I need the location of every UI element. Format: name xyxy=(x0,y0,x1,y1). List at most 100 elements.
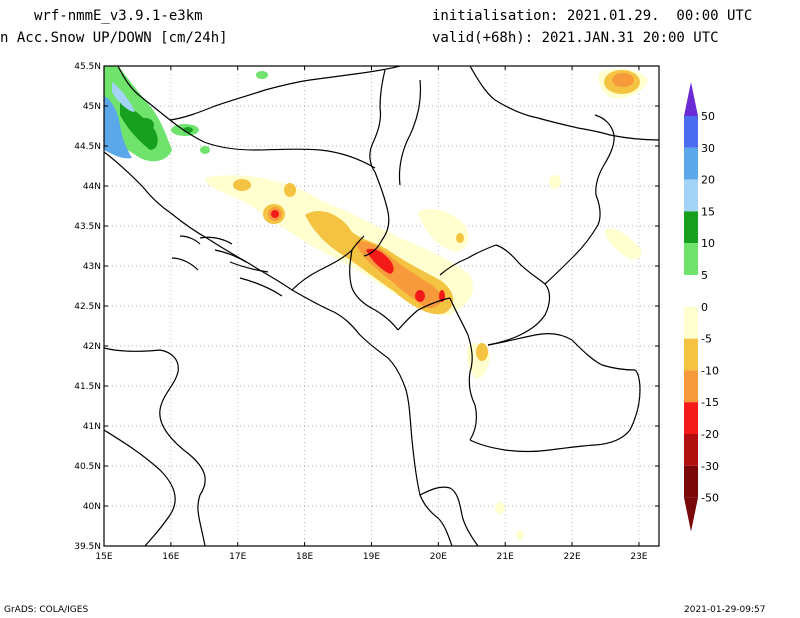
colorbar-segment xyxy=(684,465,698,498)
coastlines-and-borders xyxy=(104,66,659,546)
lat-tick-label: 40.5N xyxy=(74,462,101,472)
snow-band-moderate xyxy=(476,343,488,361)
colorbar-label: 5 xyxy=(701,269,708,282)
colorbar-top-arrow xyxy=(684,82,698,116)
lat-tick-label: 39.5N xyxy=(74,542,101,552)
valid-time: valid(+68h): 2021.JAN.31 20:00 UTC xyxy=(432,30,719,46)
italy-coast xyxy=(104,347,206,546)
lat-tick-label: 45.5N xyxy=(74,62,101,72)
lon-tick-label: 16E xyxy=(162,552,179,562)
colorbar-segment xyxy=(684,116,698,148)
lon-tick-label: 17E xyxy=(229,552,246,562)
lat-tick-label: 41.5N xyxy=(74,382,101,392)
border-slovenia-croatia xyxy=(117,66,171,121)
snow-field-increase xyxy=(104,66,268,162)
border-croatia-hungary xyxy=(169,66,401,121)
colorbar-label: -20 xyxy=(701,428,719,441)
lat-tick-label: 43.5N xyxy=(74,222,101,232)
border-bosnia-south xyxy=(291,235,365,291)
longitude-ticks: 15E 16E 17E 18E 19E 20E 21E 22E 23E xyxy=(95,66,648,562)
colorbar-segment xyxy=(684,338,698,371)
snow-band-light xyxy=(549,175,561,189)
colorbar-label: 30 xyxy=(701,142,715,155)
field-title: n Acc.Snow UP/DOWN [cm/24h] xyxy=(0,30,228,46)
model-title: wrf-nmmE_v3.9.1-e3km xyxy=(34,8,203,24)
croatia-islands xyxy=(171,235,283,297)
colorbar-segment xyxy=(684,275,698,307)
lat-tick-label: 44.5N xyxy=(74,142,101,152)
snow-increase-moderate xyxy=(136,118,154,132)
colorbar-segment xyxy=(684,179,698,212)
snow-band-light xyxy=(495,502,505,514)
colorbar-label: 0 xyxy=(701,301,708,314)
colorbar-segment xyxy=(684,243,698,275)
lon-tick-label: 15E xyxy=(95,552,112,562)
colorbar-bottom-arrow xyxy=(684,497,698,532)
map-area xyxy=(104,66,659,546)
footer-credit: GrADS: COLA/IGES xyxy=(4,605,89,615)
lon-tick-label: 20E xyxy=(430,552,447,562)
snow-increase-light xyxy=(200,146,210,154)
snow-band-moderate xyxy=(233,179,251,191)
lat-tick-label: 40N xyxy=(83,502,101,512)
footer-timestamp: 2021-01-29-09:57 xyxy=(684,605,766,615)
colorbar-segment xyxy=(684,147,698,180)
colorbar-segment xyxy=(684,306,698,339)
border-bosnia-serbia xyxy=(363,171,390,257)
colorbar-segment xyxy=(684,402,698,434)
lon-tick-label: 21E xyxy=(497,552,514,562)
adriatic-east-coast xyxy=(104,151,453,546)
lat-tick-label: 41N xyxy=(83,422,101,432)
initialisation-time: initialisation: 2021.01.29. 00:00 UTC xyxy=(432,8,753,24)
snow-increase-strong xyxy=(104,96,132,159)
border-kosovo xyxy=(439,244,551,346)
lat-tick-label: 44N xyxy=(83,182,101,192)
colorbar-segment xyxy=(684,211,698,244)
lat-tick-label: 45N xyxy=(83,102,101,112)
inland-river-drina xyxy=(398,79,422,186)
colorbar-label: -30 xyxy=(701,460,719,473)
snow-band-light xyxy=(418,208,469,252)
snow-increase-strong xyxy=(112,82,135,112)
lat-tick-label: 42N xyxy=(83,342,101,352)
snow-band-moderate xyxy=(456,233,464,243)
border-serbia-romania xyxy=(469,66,659,141)
snow-band-severe xyxy=(366,248,394,274)
greece-coast-west xyxy=(419,486,479,546)
snow-band-moderate xyxy=(284,183,296,197)
lat-tick-label: 42.5N xyxy=(74,302,101,312)
border-greece-north xyxy=(469,369,641,453)
colorbar-label: 15 xyxy=(701,205,715,218)
border-bosnia-croatia xyxy=(169,119,376,169)
colorbar-label: -50 xyxy=(701,492,719,505)
colorbar-label: 20 xyxy=(701,174,715,187)
colorbar-segment xyxy=(684,434,698,466)
snow-increase-light xyxy=(256,71,268,79)
border-croatia-serbia xyxy=(369,69,386,173)
border-montenegro-albania xyxy=(397,297,451,331)
lon-tick-label: 19E xyxy=(363,552,380,562)
border-montenegro xyxy=(349,249,399,331)
italy-heel xyxy=(104,429,176,546)
colorbar-label: -10 xyxy=(701,364,719,377)
latitude-ticks: 45.5N 45N 44.5N 44N 43.5N 43N 42.5N 42N 41.5N 41N… xyxy=(74,62,659,552)
snow-band-severe xyxy=(415,290,425,302)
lon-tick-label: 18E xyxy=(296,552,313,562)
border-serbia-bulgaria xyxy=(544,114,615,285)
border-macedonia-bulgaria xyxy=(487,333,636,371)
lon-tick-label: 23E xyxy=(630,552,647,562)
snow-band-heavy xyxy=(612,73,634,87)
colorbar-label: -15 xyxy=(701,396,719,409)
colorbar-segment xyxy=(684,370,698,403)
snow-band-severe xyxy=(271,210,279,218)
map-frame xyxy=(103,65,660,547)
border-albania-macedonia xyxy=(449,297,477,441)
snow-field-decrease xyxy=(205,68,648,540)
colorbar-label: 50 xyxy=(701,110,715,123)
snow-band-light xyxy=(516,530,524,540)
lon-tick-label: 22E xyxy=(564,552,581,562)
colorbar-label: 10 xyxy=(701,237,715,250)
lat-tick-label: 43N xyxy=(83,262,101,272)
